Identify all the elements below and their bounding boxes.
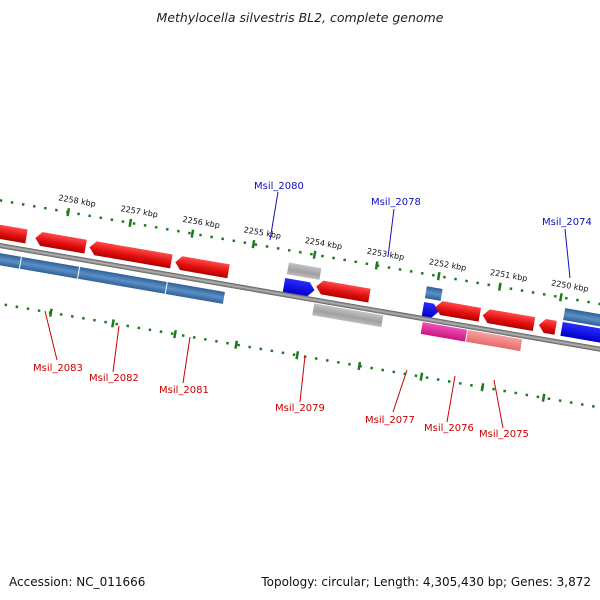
- scale-label: 2258 kbp: [58, 193, 97, 208]
- reverse-cds-feature: [19, 256, 80, 279]
- leader-line: [387, 208, 395, 258]
- forward-gene-labels: Msil_2080 Msil_2078 Msil_2074: [254, 181, 592, 228]
- major-tick: [251, 240, 256, 249]
- inner-tick-ruler: [0, 295, 600, 414]
- major-tick: [190, 229, 195, 238]
- leader-line: [446, 375, 456, 423]
- forward-cds-feature: [175, 256, 230, 279]
- major-tick: [436, 272, 441, 281]
- gray-feature-2080: [286, 262, 322, 280]
- gray-feature-2079: [312, 303, 384, 328]
- scale-label: 2253 kbp: [366, 247, 405, 262]
- outer-major-ticks: [66, 208, 563, 302]
- scale-label: 2252 kbp: [428, 257, 467, 272]
- scale-label: 2257 kbp: [120, 204, 159, 219]
- reverse-cds-feature-2078: [424, 286, 443, 301]
- major-tick: [234, 340, 239, 349]
- forward-leaders: [269, 191, 571, 279]
- map-track-group: 2258 kbp 2257 kbp 2256 kbp 2255 kbp 2254…: [0, 193, 600, 414]
- reverse-leaders: [44, 310, 504, 429]
- major-tick: [541, 393, 546, 402]
- figure-title: Methylocella silvestris BL2, complete ge…: [156, 10, 444, 25]
- leader-line: [564, 228, 571, 279]
- gene-label-msil-2079[interactable]: Msil_2079: [275, 403, 325, 414]
- major-tick: [173, 329, 177, 339]
- gene-label-msil-2076[interactable]: Msil_2076: [424, 423, 474, 434]
- major-tick: [419, 372, 424, 381]
- forward-blue-feature-2074: [560, 321, 600, 350]
- gene-label-msil-2081[interactable]: Msil_2081: [159, 385, 209, 396]
- forward-cds-feature: [0, 221, 28, 244]
- forward-cds-feature-2079: [316, 280, 371, 303]
- leader-line: [112, 325, 120, 373]
- reverse-cds-feature: [78, 266, 167, 294]
- genome-summary-text: Topology: circular; Length: 4,305,430 bp…: [261, 575, 591, 589]
- leader-line: [269, 191, 279, 241]
- leader-line: [392, 369, 408, 413]
- scale-label: 2255 kbp: [243, 225, 282, 240]
- accession-text: Accession: NC_011666: [9, 575, 146, 589]
- forward-blue-feature-2078: [421, 302, 439, 318]
- leader-line: [299, 355, 306, 403]
- gene-label-msil-2077[interactable]: Msil_2077: [365, 415, 415, 426]
- forward-cds-feature: [35, 232, 87, 254]
- scale-label: 2254 kbp: [304, 236, 343, 251]
- forward-strand-features: [0, 221, 600, 350]
- reverse-gene-labels: Msil_2083 Msil_2082 Msil_2081 Msil_2079 …: [33, 363, 529, 440]
- reverse-cds-feature-2074: [563, 308, 600, 334]
- gene-label-msil-2082[interactable]: Msil_2082: [89, 373, 139, 384]
- major-tick: [559, 293, 563, 302]
- leader-line: [182, 336, 191, 384]
- scale-label: 2256 kbp: [182, 215, 221, 230]
- leader-line: [493, 379, 504, 429]
- gene-label-msil-2075[interactable]: Msil_2075: [479, 429, 529, 440]
- major-tick: [111, 319, 115, 328]
- gene-label-msil-2078[interactable]: Msil_2078: [371, 197, 421, 208]
- major-tick: [66, 208, 71, 217]
- reverse-cds-feature: [165, 282, 225, 304]
- gene-label-msil-2080[interactable]: Msil_2080: [254, 181, 304, 192]
- gene-label-msil-2083[interactable]: Msil_2083: [33, 363, 83, 374]
- scale-label: 2250 kbp: [550, 278, 589, 293]
- major-tick: [374, 261, 379, 270]
- major-tick: [295, 351, 300, 360]
- inner-major-ticks: [48, 308, 546, 402]
- forward-cds-feature-2077: [435, 301, 481, 322]
- forward-blue-feature-2080: [282, 278, 315, 297]
- gene-label-msil-2074[interactable]: Msil_2074: [542, 217, 592, 228]
- major-tick: [48, 308, 53, 317]
- genome-backbone: [0, 237, 600, 359]
- forward-cds-feature-2075: [538, 319, 557, 335]
- pink-feature-2077: [420, 322, 468, 342]
- leader-line: [44, 310, 58, 361]
- major-tick: [128, 218, 133, 228]
- major-tick: [497, 282, 502, 291]
- major-tick: [357, 361, 362, 371]
- major-tick: [312, 250, 317, 259]
- reverse-strand-features: [0, 249, 523, 352]
- major-tick: [480, 383, 485, 392]
- forward-cds-feature: [89, 241, 173, 269]
- forward-cds-feature-2076: [482, 309, 536, 331]
- outer-tick-ruler: [0, 195, 600, 314]
- scale-label: 2251 kbp: [489, 268, 528, 283]
- reverse-cds-feature: [0, 249, 21, 269]
- light-red-feature-2076: [465, 329, 523, 352]
